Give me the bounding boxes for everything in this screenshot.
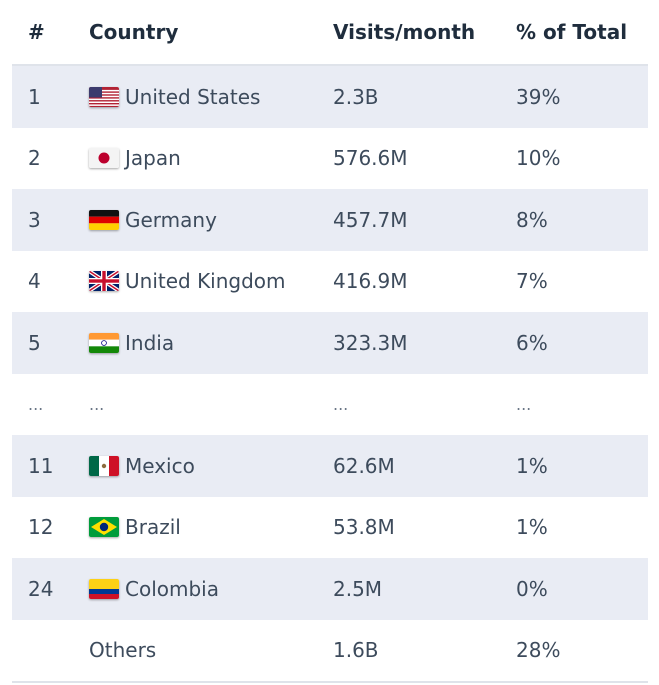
country-name: Germany — [125, 207, 217, 232]
country-cell: Brazil — [89, 497, 181, 559]
rank-cell: 12 — [28, 515, 54, 540]
country-cell: Mexico — [89, 435, 195, 497]
in-flag-icon — [89, 332, 119, 353]
visits-cell: 457.7M — [333, 207, 408, 232]
header-country: Country — [89, 20, 179, 44]
visits-cell: 323.3M — [333, 330, 408, 355]
traffic-by-country-table: # Country Visits/month % of Total 1 Unit… — [12, 0, 648, 681]
country-cell: United Kingdom — [89, 251, 286, 313]
visits-cell: 416.9M — [333, 269, 408, 294]
visits-cell: ... — [333, 394, 349, 414]
rank-cell: 1 — [28, 84, 41, 109]
percent-cell: 10% — [516, 146, 561, 171]
table-row: 12 Brazil 53.8M 1% — [12, 497, 648, 559]
header-rank: # — [28, 20, 45, 44]
table-row: 1 United States 2.3B 39% — [12, 66, 648, 128]
percent-cell: ... — [516, 394, 532, 414]
header-percent: % of Total — [516, 20, 628, 44]
rank-cell: 11 — [28, 453, 54, 478]
percent-cell: 1% — [516, 453, 548, 478]
rank-cell: ... — [28, 394, 44, 414]
rank-cell: 4 — [28, 269, 41, 294]
table-row-others: Others 1.6B 28% — [12, 620, 648, 682]
visits-cell: 53.8M — [333, 515, 395, 540]
gb-flag-icon — [89, 271, 119, 292]
country-cell: Germany — [89, 189, 217, 251]
country-name: India — [125, 330, 175, 355]
rank-cell: 2 — [28, 146, 41, 171]
country-cell: Colombia — [89, 558, 219, 620]
country-cell: India — [89, 312, 174, 374]
percent-cell: 39% — [516, 84, 561, 109]
country-cell: Others — [89, 638, 157, 663]
country-cell: United States — [89, 66, 260, 128]
mx-flag-icon — [89, 455, 119, 476]
percent-cell: 6% — [516, 330, 548, 355]
visits-cell: 62.6M — [333, 453, 395, 478]
br-flag-icon — [89, 517, 119, 538]
rank-cell: 24 — [28, 576, 54, 601]
table-row: 11 Mexico 62.6M 1% — [12, 435, 648, 497]
country-name: Brazil — [125, 515, 181, 540]
percent-cell: 1% — [516, 515, 548, 540]
visits-cell: 2.3B — [333, 84, 379, 109]
visits-cell: 576.6M — [333, 146, 408, 171]
table-row: 3 Germany 457.7M 8% — [12, 189, 648, 251]
percent-cell: 7% — [516, 269, 548, 294]
country-name: United States — [125, 84, 261, 109]
visits-cell: 1.6B — [333, 638, 379, 663]
table-row: 5 India 323.3M 6% — [12, 312, 648, 374]
us-flag-icon — [89, 86, 119, 107]
country-name: Colombia — [125, 576, 219, 601]
co-flag-icon — [89, 578, 119, 599]
rank-cell: 3 — [28, 207, 41, 232]
country-name: United Kingdom — [125, 269, 286, 294]
percent-cell: 8% — [516, 207, 548, 232]
country-name: Japan — [125, 146, 181, 171]
table-row-ellipsis: ... ... ... ... — [12, 374, 648, 436]
country-cell: Japan — [89, 128, 181, 190]
table-row: 2 Japan 576.6M 10% — [12, 128, 648, 190]
percent-cell: 28% — [516, 638, 561, 663]
de-flag-icon — [89, 209, 119, 230]
country-cell: ... — [89, 394, 105, 414]
rank-cell: 5 — [28, 330, 41, 355]
table-header-row: # Country Visits/month % of Total — [12, 0, 648, 66]
header-visits: Visits/month — [333, 20, 476, 44]
table-row: 4 United Kingdom 416.9M 7% — [12, 251, 648, 313]
country-name: Mexico — [125, 453, 195, 478]
visits-cell: 2.5M — [333, 576, 383, 601]
jp-flag-icon — [89, 148, 119, 169]
percent-cell: 0% — [516, 576, 548, 601]
table-row: 24 Colombia 2.5M 0% — [12, 558, 648, 620]
table-bottom-divider — [12, 681, 648, 683]
